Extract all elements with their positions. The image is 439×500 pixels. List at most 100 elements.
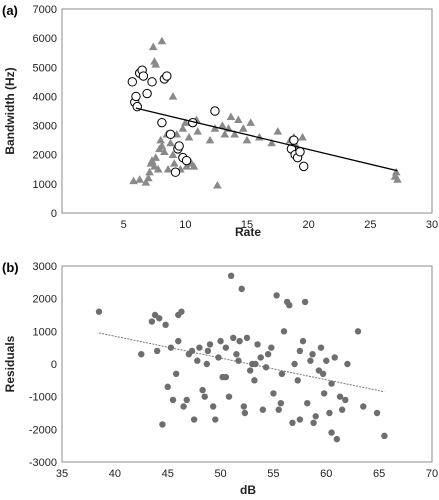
panel-b-x-tick-label: 65 <box>373 468 385 480</box>
panel-a-y-axis-label: Bandwidth (Hz) <box>3 67 17 154</box>
triangle-point <box>267 138 276 147</box>
panel-a-y-tick-label: 2000 <box>33 150 57 162</box>
scatter-point <box>167 344 175 351</box>
panel-a-y-tick-label: 4000 <box>33 91 57 103</box>
panel-a-x-tick-labels: 5 10 15 20 25 30 <box>121 219 439 231</box>
circle-point <box>289 135 299 145</box>
panel-a-y-tick-label: 6000 <box>33 33 57 45</box>
scatter-point <box>225 393 233 400</box>
panel-a: (a) 0 1000 2000 3000 4000 5000 6000 7000 5 10 15 2… <box>2 3 438 239</box>
scatter-point <box>307 357 314 364</box>
scatter-point <box>319 370 327 377</box>
scatter-point <box>381 432 388 440</box>
panel-b-label: (b) <box>2 260 19 275</box>
panel-b-x-axis-label: dB <box>240 483 256 497</box>
triangle-point <box>218 121 227 129</box>
scatter-point <box>215 354 222 361</box>
circle-point <box>181 155 192 166</box>
scatter-point <box>246 367 254 374</box>
scatter-point <box>217 337 224 345</box>
scatter-point <box>342 396 349 404</box>
circle-point <box>138 71 149 81</box>
scatter-point <box>206 341 214 348</box>
scatter-point <box>252 360 259 368</box>
scatter-point <box>212 416 219 423</box>
triangle-point <box>156 135 165 144</box>
panel-a-plot-frame <box>61 8 433 214</box>
scatter-point <box>354 328 362 335</box>
scatter-point <box>240 403 248 410</box>
triangle-point <box>163 164 173 173</box>
circle-point <box>157 117 167 128</box>
scatter-point <box>289 419 296 426</box>
panel-a-label: (a) <box>2 3 18 18</box>
scatter-point <box>201 393 208 400</box>
panel-b-x-tick-label: 60 <box>320 468 332 480</box>
panel-a-x-tick-label: 20 <box>303 219 315 231</box>
triangle-point <box>145 167 154 176</box>
panel-a-x-axis-label: Rate <box>235 225 261 239</box>
triangle-point <box>151 60 161 68</box>
panel-a-x-tick-label: 10 <box>179 219 191 231</box>
circle-point <box>142 88 152 99</box>
scatter-point <box>204 347 212 355</box>
triangle-point <box>193 127 202 135</box>
circle-point <box>210 106 220 116</box>
panel-a-y-tick-labels: 0 1000 2000 3000 4000 5000 6000 7000 <box>33 4 57 220</box>
circle-point <box>295 147 305 157</box>
triangle-point <box>153 164 163 173</box>
triangle-point <box>148 42 158 51</box>
panel-b-x-tick-label: 70 <box>426 468 438 480</box>
scatter-point <box>299 337 307 345</box>
scatter-point <box>270 390 277 397</box>
triangle-point <box>298 132 307 141</box>
scatter-point <box>164 383 171 391</box>
scatter-point <box>317 344 325 351</box>
scatter-point <box>336 393 344 400</box>
panel-b-x-tick-label: 35 <box>56 468 68 480</box>
scatter-point <box>235 357 242 364</box>
panel-b-y-tick-label: 1000 <box>33 326 57 338</box>
triangle-point <box>168 150 178 158</box>
scatter-point <box>280 328 288 335</box>
triangle-point <box>273 127 283 135</box>
scatter-point <box>273 292 280 299</box>
triangle-point <box>391 167 401 176</box>
scatter-point <box>333 435 341 443</box>
scatter-point <box>138 351 145 358</box>
scatter-point <box>199 386 206 394</box>
panel-b-y-tick-label: -3000 <box>29 457 57 469</box>
triangle-point <box>205 135 215 144</box>
circle-point <box>162 71 172 81</box>
scatter-point <box>222 373 230 381</box>
scatter-point <box>227 272 235 279</box>
scatter-point <box>183 396 190 404</box>
panel-a-trendline <box>135 107 398 172</box>
panel-b-trendline <box>98 332 385 393</box>
scatter-point <box>241 409 249 417</box>
scatter-point <box>264 351 272 358</box>
scatter-point <box>254 341 261 348</box>
scatter-point <box>360 403 367 410</box>
triangle-point <box>220 130 230 138</box>
scatter-point <box>257 354 264 361</box>
scatter-point <box>178 308 185 315</box>
scatter-point <box>162 321 169 328</box>
scatter-point <box>320 390 328 397</box>
panel-b: (b) -3000 -2000 -1000 0 1000 2000 3000 35 40 45 5… <box>2 260 438 497</box>
panel-a-y-tick-label: 7000 <box>33 4 57 16</box>
scatter-point <box>286 302 293 309</box>
panel-b-y-tick-label: -2000 <box>29 424 57 436</box>
triangle-point <box>168 92 178 100</box>
triangle-point <box>239 124 248 132</box>
scatter-point <box>326 409 333 417</box>
triangle-point <box>166 138 175 147</box>
scatter-point <box>373 409 381 417</box>
scatter-point <box>301 298 309 306</box>
scatter-point <box>323 357 330 364</box>
panel-a-marks <box>127 36 402 189</box>
triangle-point <box>160 147 169 156</box>
panel-a-x-tick-label: 30 <box>426 219 438 231</box>
panel-a-x-tick-label: 5 <box>121 219 127 231</box>
